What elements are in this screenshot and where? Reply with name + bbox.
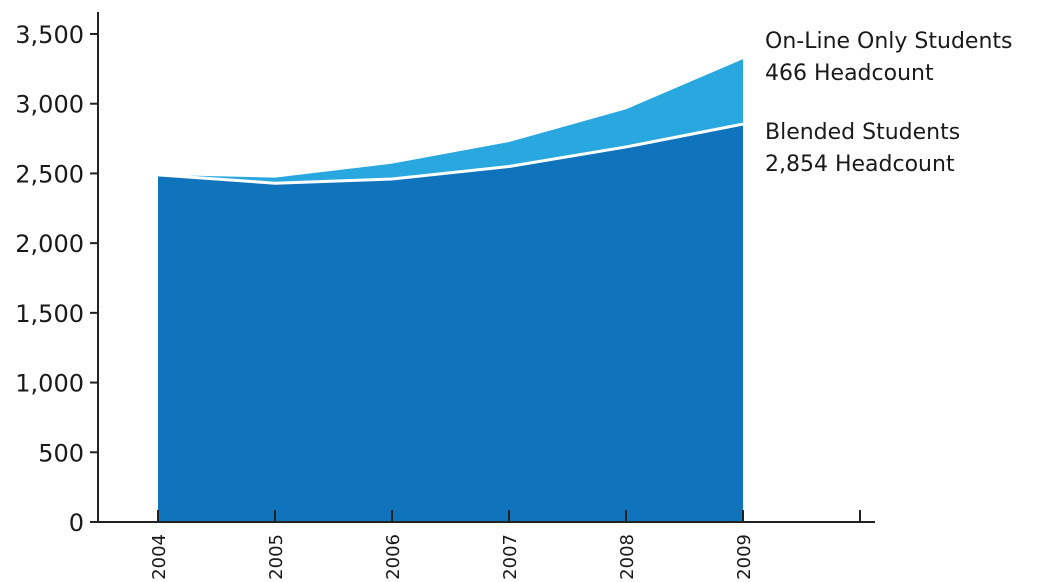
x-tick-label: 2007 (500, 534, 521, 580)
y-tick-label: 0 (69, 509, 84, 537)
y-tick-label: 3,500 (15, 21, 84, 49)
legend-online-title: On-Line Only Students (765, 29, 1013, 54)
area-blended-students (158, 124, 743, 522)
area-on-line-only-students (158, 59, 743, 184)
y-axis-ticks: 0 500 1,000 1,500 2,000 2,500 3,000 3,500 (15, 21, 98, 537)
chart-legend: On-Line Only Students 466 Headcount Blen… (765, 29, 1013, 177)
x-tick-label: 2009 (734, 534, 755, 580)
y-tick-label: 3,000 (15, 91, 84, 119)
chart-areas (157, 59, 744, 522)
x-tick-label: 2006 (383, 534, 404, 580)
legend-blended-title: Blended Students (765, 120, 960, 145)
y-tick-label: 500 (38, 439, 84, 467)
legend-online-detail: 466 Headcount (765, 61, 934, 86)
legend-blended-detail: 2,854 Headcount (765, 152, 955, 177)
x-tick-label: 2008 (617, 534, 638, 580)
y-tick-label: 1,000 (15, 370, 84, 398)
x-axis-ticks: 2004 2005 2006 2007 2008 2009 (149, 510, 861, 580)
y-tick-label: 1,500 (15, 300, 84, 328)
y-tick-label: 2,000 (15, 230, 84, 258)
series-divider-line (157, 122, 744, 185)
x-tick-label: 2005 (266, 534, 287, 580)
x-tick-label: 2004 (149, 534, 170, 580)
y-tick-label: 2,500 (15, 160, 84, 188)
chart-axes (97, 12, 875, 523)
